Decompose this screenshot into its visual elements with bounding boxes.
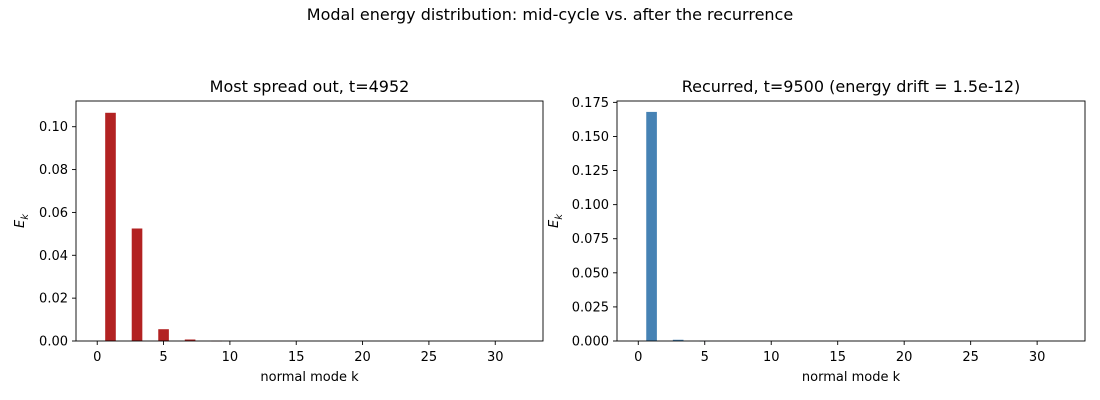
c1-x-axis-label: normal mode k [802,370,901,385]
c1-y-tick-label: 0.050 [572,266,609,281]
c1-x-tick-label: 10 [763,350,780,365]
c0-x-tick-label: 15 [288,350,305,365]
c1-plot-frame [616,100,1086,342]
c0-y-tick-label: 0.00 [39,335,68,350]
right-chart-panel: Recurred, t=9500 (energy drift = 1.5e-12… [547,77,1086,385]
c1-y-tick-label: 0.075 [572,232,609,247]
c1-y-axis-label: Ek [547,213,565,228]
c0-title: Most spread out, t=4952 [210,77,410,96]
c1-x-tick-label: 25 [962,350,979,365]
left-chart-panel: Most spread out, t=4952 0 5 10 15 20 25 30 0.00 0… [13,77,544,385]
c1-y-tick-label: 0.175 [572,96,609,111]
c1-x-tick-label: 30 [1029,350,1046,365]
c0-y-axis-label: Ek [13,213,31,228]
c1-y-tick-label: 0.000 [572,335,609,350]
c1-y-tick-label: 0.025 [572,300,609,315]
c0-x-tick-label: 5 [159,350,167,365]
c1-y-tick-label: 0.125 [572,164,609,179]
c0-x-tick-label: 20 [354,350,371,365]
c0-bar-mode-3 [131,228,143,341]
c0-x-tick-label: 25 [421,350,438,365]
c1-y-tick-label: 0.150 [572,130,609,145]
c0-y-tick-label: 0.10 [39,120,68,135]
c0-x-tick-label: 0 [93,350,101,365]
c0-bar-mode-5 [158,329,169,341]
c0-x-axis-label: normal mode k [260,370,359,385]
c1-x-tick-label: 20 [896,350,913,365]
c0-y-tick-label: 0.04 [39,249,68,264]
c0-plot-frame [75,100,544,342]
c1-x-tick-label: 15 [829,350,846,365]
figure-title: Modal energy distribution: mid-cycle vs.… [306,5,794,24]
c0-x-tick-label: 10 [222,350,239,365]
c1-x-tick-label: 5 [701,350,709,365]
c0-y-tick-label: 0.06 [39,206,68,221]
c1-title: Recurred, t=9500 (energy drift = 1.5e-12… [682,77,1020,96]
c0-bar-mode-1 [105,112,116,341]
c1-y-tick-label: 0.100 [572,198,609,213]
c1-x-tick-label: 0 [634,350,642,365]
c0-x-tick-label: 30 [487,350,504,365]
c1-bar-mode-3 [672,339,684,341]
c0-y-tick-label: 0.02 [39,292,68,307]
c0-bar-mode-7 [184,339,196,341]
c0-y-tick-label: 0.08 [39,163,68,178]
c1-bar-mode-1 [646,111,657,341]
